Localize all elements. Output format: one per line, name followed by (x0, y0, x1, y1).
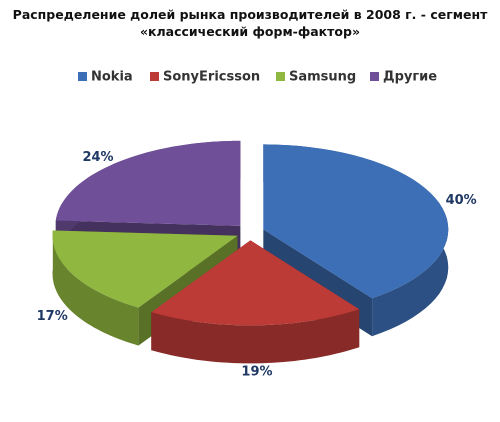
slice-rim (151, 309, 360, 364)
data-label: 40% (446, 193, 477, 208)
legend-swatch (276, 72, 285, 81)
slice-tops (52, 140, 449, 326)
legend-label: Другие (383, 70, 437, 85)
slice (52, 230, 238, 308)
legend-swatch (150, 72, 159, 81)
chart-title: Распределение долей рынка производителей… (12, 7, 488, 39)
legend-swatch (78, 72, 87, 81)
legend-label: SonyEricsson (163, 70, 260, 85)
slice (263, 144, 449, 299)
data-label: 17% (37, 309, 68, 324)
legend-label: Nokia (91, 70, 133, 85)
legend-swatch (370, 72, 379, 81)
slice-rim (52, 230, 139, 346)
slice (55, 140, 241, 226)
data-label: 24% (82, 150, 113, 165)
slice (151, 240, 360, 326)
data-label: 19% (241, 364, 272, 379)
legend-label: Samsung (289, 70, 356, 85)
